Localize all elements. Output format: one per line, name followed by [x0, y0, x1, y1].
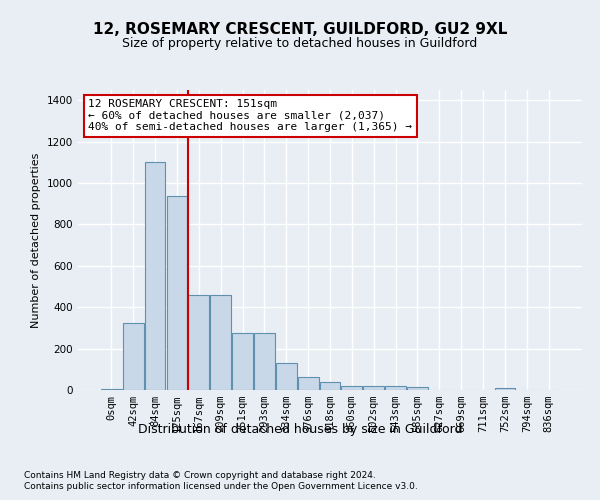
Bar	[123, 323, 143, 390]
Bar	[210, 295, 231, 390]
Text: Distribution of detached houses by size in Guildford: Distribution of detached houses by size …	[138, 422, 462, 436]
Bar	[341, 386, 362, 390]
Bar	[494, 388, 515, 390]
Bar	[298, 376, 319, 390]
Bar	[407, 387, 428, 390]
Text: 12 ROSEMARY CRESCENT: 151sqm
← 60% of detached houses are smaller (2,037)
40% of: 12 ROSEMARY CRESCENT: 151sqm ← 60% of de…	[88, 99, 412, 132]
Bar	[188, 295, 209, 390]
Text: 12, ROSEMARY CRESCENT, GUILDFORD, GU2 9XL: 12, ROSEMARY CRESCENT, GUILDFORD, GU2 9X…	[93, 22, 507, 38]
Bar	[167, 196, 187, 390]
Bar	[145, 162, 166, 390]
Bar	[364, 386, 384, 390]
Y-axis label: Number of detached properties: Number of detached properties	[31, 152, 41, 328]
Bar	[232, 333, 253, 390]
Bar	[101, 389, 122, 390]
Bar	[320, 382, 340, 390]
Text: Contains public sector information licensed under the Open Government Licence v3: Contains public sector information licen…	[24, 482, 418, 491]
Bar	[385, 386, 406, 390]
Text: Size of property relative to detached houses in Guildford: Size of property relative to detached ho…	[122, 38, 478, 51]
Bar	[254, 333, 275, 390]
Text: Contains HM Land Registry data © Crown copyright and database right 2024.: Contains HM Land Registry data © Crown c…	[24, 470, 376, 480]
Bar	[276, 363, 296, 390]
